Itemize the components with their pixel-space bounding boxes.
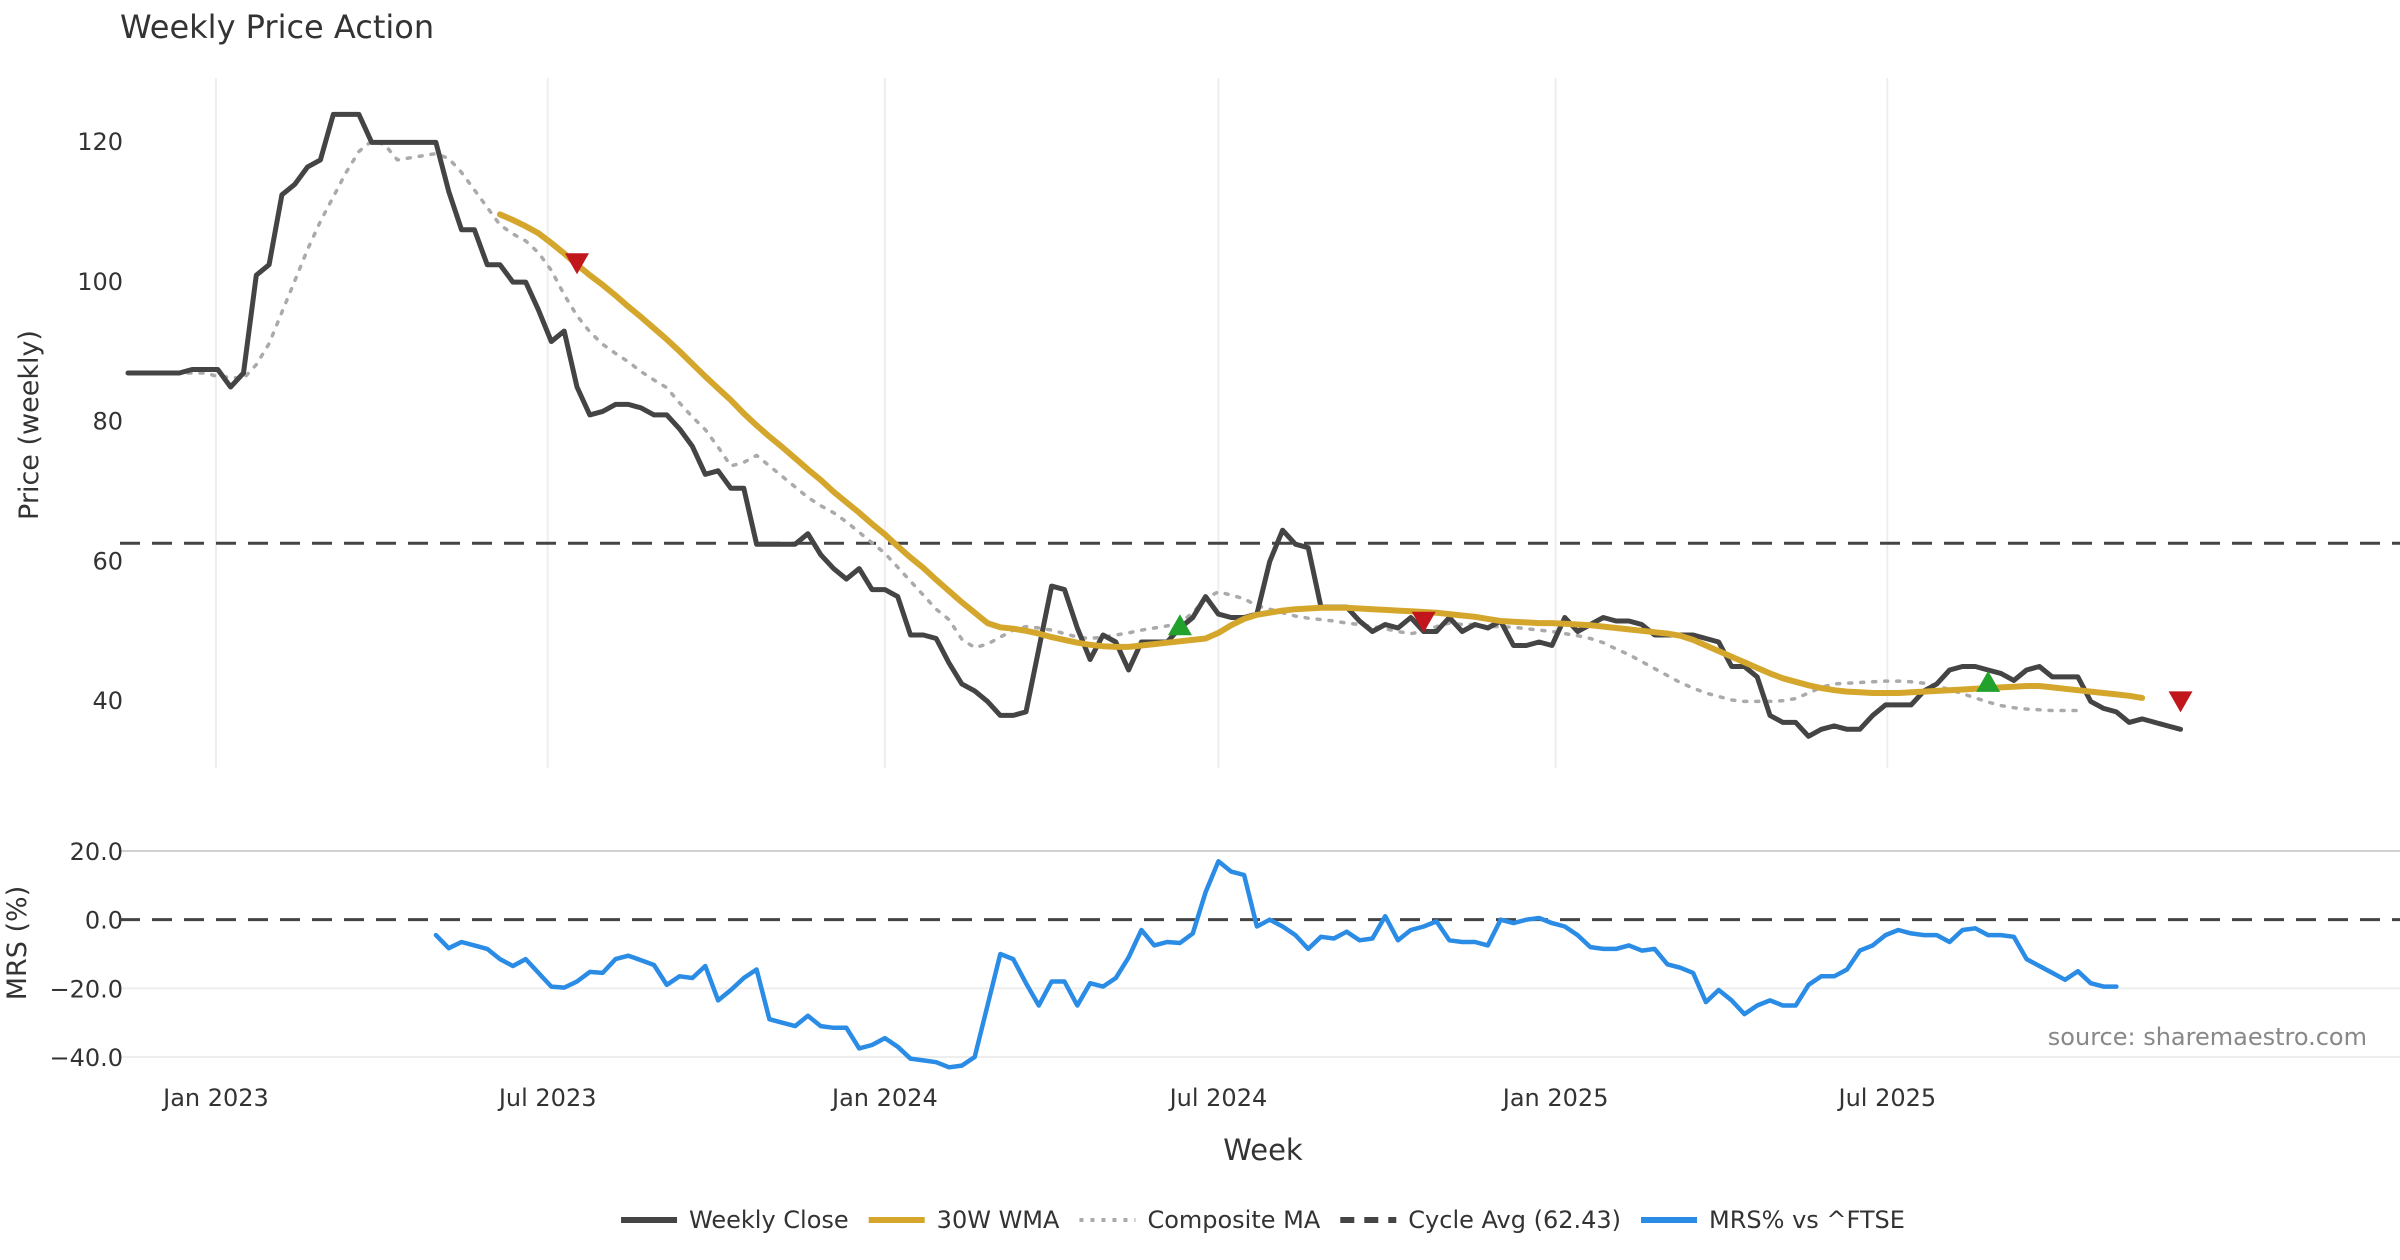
source-annotation: source: sharemaestro.com — [2048, 1023, 2367, 1051]
signal-markers — [564, 253, 2193, 713]
mrs-y-tick-label: 20.0 — [70, 838, 123, 866]
legend-label: 30W WMA — [937, 1206, 1060, 1234]
sell-signal-marker — [1411, 611, 1436, 633]
x-tick-label: Jul 2024 — [1168, 1084, 1268, 1112]
price-y-tick-label: 120 — [77, 128, 123, 156]
legend-label: Composite MA — [1147, 1206, 1320, 1234]
legend-item-cycle-avg-62-43: Cycle Avg (62.43) — [1340, 1206, 1621, 1234]
legend-label: Weekly Close — [689, 1206, 849, 1234]
legend-label: Cycle Avg (62.43) — [1408, 1206, 1621, 1234]
legend-label: MRS% vs ^FTSE — [1709, 1206, 1905, 1234]
x-tick-labels: Jan 2023 Jul 2023 Jan 2024 Jul 2024 Jan 2025… — [161, 1084, 1936, 1112]
x-tick-label: Jan 2024 — [830, 1084, 938, 1112]
price-y-tick-label: 40 — [92, 687, 123, 715]
legend-item-weekly-close: Weekly Close — [621, 1206, 849, 1234]
mrs-series-group — [120, 859, 2400, 1070]
buy-signal-marker — [1976, 670, 2001, 692]
price-y-tick-label: 80 — [92, 408, 123, 436]
30w-wma-line — [497, 211, 2146, 701]
x-tick-label: Jul 2025 — [1836, 1084, 1936, 1112]
legend-item-composite-ma: Composite MA — [1079, 1206, 1321, 1234]
chart-title: Weekly Price Action — [120, 8, 434, 46]
mrs-y-axis-label: MRS (%) — [2, 886, 33, 1001]
mrs-y-tick-label: −40.0 — [49, 1044, 123, 1072]
x-tick-label: Jan 2023 — [161, 1084, 269, 1112]
mrs-vs-ftse-line — [433, 859, 2119, 1070]
mrs-y-tick-label: −20.0 — [49, 975, 123, 1003]
price-y-axis-label: Price (weekly) — [14, 330, 45, 520]
price-y-tick-label: 100 — [77, 268, 123, 296]
price-series-group — [120, 111, 2400, 739]
price-grid: 40 60 80 100 120 — [77, 78, 1889, 768]
x-axis-label: Week — [1223, 1133, 1303, 1167]
legend-item-mrs-vs-ftse: MRS% vs ^FTSE — [1641, 1206, 1905, 1234]
sell-signal-marker — [564, 253, 589, 275]
legend-item-30w-wma: 30W WMA — [868, 1206, 1060, 1234]
price-y-tick-label: 60 — [92, 547, 123, 575]
sell-signal-marker — [2168, 691, 2193, 713]
mrs-grid: 20.0 0.0 −20.0 −40.0 — [49, 838, 2400, 1072]
buy-signal-marker — [1167, 614, 1192, 636]
legend: Weekly Close 30W WMA Composite MA Cycle Avg… — [621, 1206, 1905, 1234]
x-tick-label: Jan 2025 — [1501, 1084, 1609, 1112]
mrs-y-tick-label: 0.0 — [85, 907, 123, 935]
x-tick-label: Jul 2023 — [497, 1084, 597, 1112]
composite-ma-line — [126, 139, 2080, 713]
